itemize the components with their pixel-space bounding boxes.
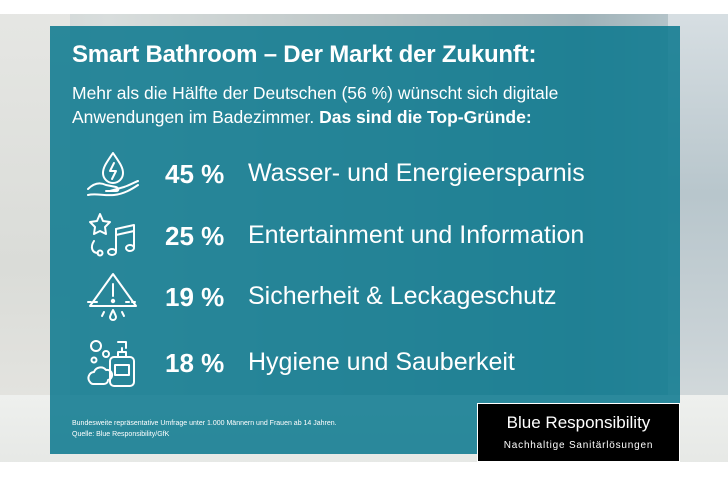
reason-percent: 25 % (165, 221, 225, 251)
reason-percent: 45 % (165, 159, 225, 189)
brand-logo-box: Blue Responsibility Nachhaltige Sanitärl… (477, 403, 680, 462)
intro-regular: Mehr als die Hälfte der Deutschen (56 %)… (72, 83, 559, 127)
teal-info-panel (50, 26, 680, 454)
reason-percent: 19 % (165, 282, 225, 312)
source-footnote: Bundesweite repräsentative Umfrage unter… (72, 418, 337, 440)
water-drop-hand-icon (87, 152, 139, 197)
reason-label: Sicherheit & Leckageschutz (248, 282, 557, 310)
reason-label: Wasser- und Energieersparnis (248, 159, 585, 187)
reason-row-entertainment: 25 % Entertainment und Information (0, 209, 680, 263)
headline: Smart Bathroom – Der Markt der Zukunft: (72, 41, 537, 68)
reason-row-safety: 19 % Sicherheit & Leckageschutz (0, 270, 680, 324)
footnote-source: Quelle: Blue Responsibility/GfK (72, 431, 170, 438)
reason-row-hygiene: 18 % Hygiene und Sauberkeit (0, 336, 680, 390)
brand-tagline: Nachhaltige Sanitärlösungen (503, 440, 654, 451)
reason-label: Hygiene und Sauberkeit (248, 348, 515, 376)
reason-row-water: 45 % Wasser- und Energieersparnis (0, 147, 680, 201)
intro-text: Mehr als die Hälfte der Deutschen (56 %)… (72, 81, 632, 129)
soap-bubbles-icon (87, 340, 135, 387)
reason-percent: 18 % (165, 348, 225, 378)
warning-leak-icon (87, 273, 139, 321)
intro-bold: Das sind die Top-Gründe: (319, 107, 532, 127)
star-music-note-icon (89, 213, 135, 257)
footnote-survey: Bundesweite repräsentative Umfrage unter… (72, 420, 337, 427)
reason-label: Entertainment und Information (248, 221, 585, 249)
top-margin (0, 0, 728, 14)
brand-name: Blue Responsibility (506, 413, 651, 432)
bottom-margin (0, 462, 728, 485)
